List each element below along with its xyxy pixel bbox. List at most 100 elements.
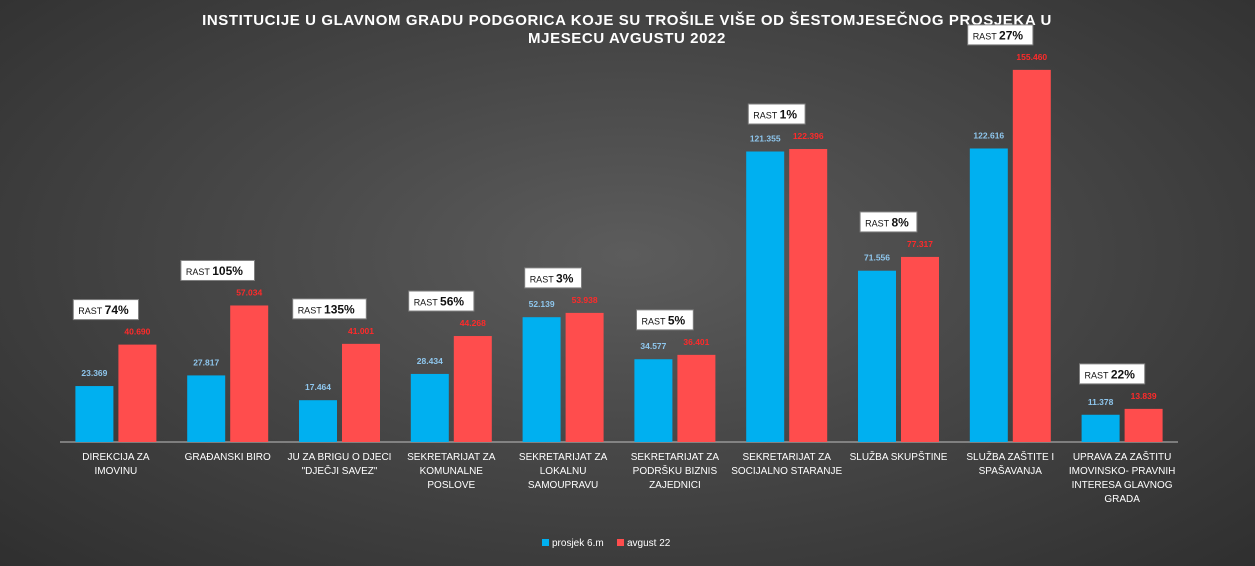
bar-prosjek [634,359,673,442]
bar-group: 27.817 57.034 RAST 105% GRAĐANSKI BIRO [180,259,271,463]
chart-title-line-2: MJESECU AVGUSTU 2022 [528,30,726,47]
category-label: JU ZA BRIGU O DJECI [288,452,392,463]
bar-group: 17.464 41.001 RAST 135% JU ZA BRIGU O DJECI… [288,298,392,477]
bar-prosjek [1081,414,1120,442]
bar-group: 52.139 53.938 RAST 3% SEKRETARIJAT ZA LOKALN… [519,267,608,491]
category-label: SEKRETARIJAT ZA [407,452,496,463]
legend-label-prosjek: prosjek 6.m [552,538,604,549]
data-label-prosjek: 71.556 [864,253,890,263]
growth-label-prefix: RAST [642,316,668,326]
category-label: UPRAVA ZA ZAŠTITU [1073,450,1172,463]
category-label: PODRŠKU BIZNIS [633,464,718,477]
data-label-avgust: 44.268 [460,318,486,328]
bar-avgust [453,336,492,442]
growth-label-prefix: RAST [753,111,779,121]
growth-label-prefix: RAST [865,218,891,228]
growth-label-prefix: RAST [1085,370,1111,380]
bar-avgust [565,312,604,442]
bar-prosjek [299,400,337,442]
bar-avgust [677,354,716,442]
bar-avgust [230,305,269,442]
growth-callout: RAST 27% [967,24,1034,46]
growth-value: 56% [440,295,464,309]
bar-prosjek [187,375,226,442]
category-label: POSLOVE [427,480,475,491]
bar-prosjek [746,151,785,442]
category-label: IMOVINU [95,466,138,477]
bar-group: 71.556 77.317 RAST 8% SLUŽBA SKUPŠTINE [850,211,948,463]
bar-avgust [118,344,157,442]
data-label-avgust: 13.839 [1131,391,1157,401]
growth-callout-box [967,24,1034,46]
bar-avgust [342,343,380,442]
growth-value: 135% [324,302,355,316]
growth-label: RAST 74% [78,303,129,317]
category-label: "DJEČJI SAVEZ" [302,464,378,477]
growth-label: RAST 27% [973,28,1024,42]
growth-callout-box [292,298,367,320]
bar-prosjek [522,317,561,442]
category-label: SEKRETARIJAT ZA [631,452,720,463]
data-label-prosjek: 27.817 [193,357,219,367]
growth-label: RAST 5% [642,313,686,327]
data-label-prosjek: 11.378 [1088,397,1114,407]
category-label: LOKALNU [540,466,587,477]
growth-value: 105% [212,264,243,278]
bar-prosjek [969,148,1008,442]
growth-callout-box [859,211,918,233]
category-label: ZAJEDNICI [649,480,701,491]
growth-value: 1% [780,108,798,122]
chart-title: INSTITUCIJE U GLAVNOM GRADU PODGORICA KO… [202,11,1051,47]
bar-avgust [901,256,939,442]
data-label-prosjek: 122.616 [973,130,1004,140]
growth-callout-box [72,299,139,321]
growth-callout: RAST 1% [747,103,806,125]
growth-callout: RAST 8% [859,211,918,233]
bar-group: 121.355 122.396 RAST 1% SEKRETARIJAT ZA SOCI… [731,103,843,477]
growth-label-prefix: RAST [298,305,324,315]
growth-label-prefix: RAST [530,274,556,284]
category-label: IMOVINSKO- PRAVNIH [1069,466,1176,477]
growth-callout: RAST 74% [72,299,139,321]
growth-label-prefix: RAST [186,267,212,277]
data-label-prosjek: 34.577 [640,341,666,351]
data-label-avgust: 57.034 [236,287,262,297]
data-label-avgust: 122.396 [793,131,824,141]
category-label: SPAŠAVANJA [979,464,1043,477]
growth-callout: RAST 22% [1079,363,1146,385]
data-label-avgust: 40.690 [124,327,150,337]
growth-label: RAST 135% [298,302,355,316]
bar-group: 23.369 40.690 RAST 74% DIREKCIJA ZA IMOVINU [72,299,157,477]
growth-label-prefix: RAST [78,306,104,316]
data-label-prosjek: 121.355 [750,134,781,144]
category-label: SLUŽBA ZAŠTITE I [966,450,1054,463]
growth-callout-box [636,309,694,331]
growth-callout-box [408,290,475,312]
category-label: SOCIJALNO STARANJE [731,466,842,477]
growth-label: RAST 8% [865,215,909,229]
growth-callout-box [180,259,255,281]
category-label: GRAĐANSKI BIRO [185,452,271,463]
legend: prosjek 6.m avgust 22 [542,538,671,549]
bar-group: 122.616 155.460 RAST 27% SLUŽBA ZAŠTITE ISP… [966,24,1054,477]
category-label: SEKRETARIJAT ZA [519,452,608,463]
category-label: DIREKCIJA ZA [82,452,150,463]
bar-avgust [789,149,828,442]
bar-prosjek [75,386,114,442]
category-label: SEKRETARIJAT ZA [743,452,832,463]
growth-callout-box [1079,363,1146,385]
data-label-avgust: 36.401 [683,337,709,347]
growth-callout: RAST 5% [636,309,694,331]
data-label-avgust: 77.317 [907,239,933,249]
growth-label: RAST 56% [414,295,465,309]
growth-label-prefix: RAST [973,31,999,41]
data-label-avgust: 53.938 [572,295,598,305]
data-label-avgust: 41.001 [348,326,374,336]
bar-group: 34.577 36.401 RAST 5% SEKRETARIJAT ZAPODRŠK… [631,309,720,491]
bar-prosjek [410,373,449,442]
growth-label: RAST 22% [1085,367,1136,381]
bar-group: 11.378 13.839 RAST 22% UPRAVA ZA ZAŠTITU IMO… [1069,363,1176,505]
data-label-prosjek: 23.369 [81,368,107,378]
